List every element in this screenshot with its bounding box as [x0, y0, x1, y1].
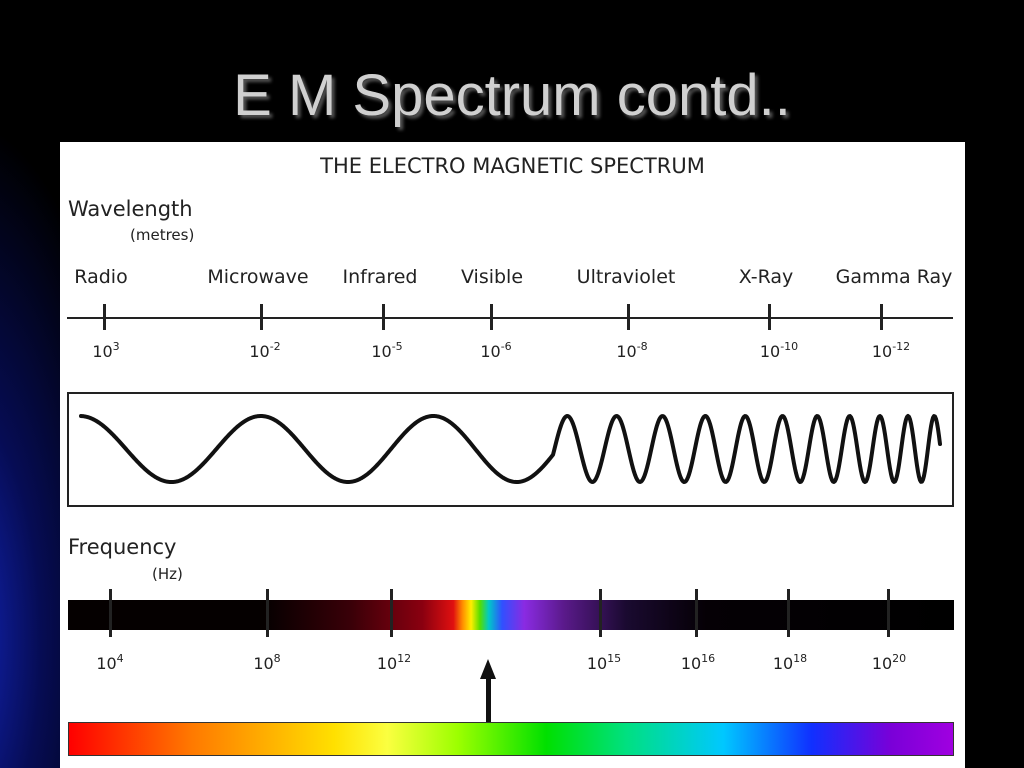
frequency-tick — [787, 589, 790, 637]
spectrum-diagram: THE ELECTRO MAGNETIC SPECTRUM Wavelength… — [60, 142, 965, 768]
wavelength-unit: (metres) — [130, 226, 195, 244]
wavelength-tick — [260, 304, 263, 330]
wavelength-tick — [880, 304, 883, 330]
frequency-tick — [599, 589, 602, 637]
slide-title: E M Spectrum contd.. — [233, 63, 791, 128]
wavelength-tick — [103, 304, 106, 330]
frequency-label: Frequency — [68, 535, 177, 559]
frequency-unit: (Hz) — [152, 565, 183, 583]
band-label-visible: Visible — [460, 266, 524, 288]
wavelength-label: Wavelength — [68, 197, 193, 221]
wave-illustration-box — [67, 392, 954, 507]
frequency-tick — [695, 589, 698, 637]
band-label-microwave: Microwave — [207, 266, 309, 288]
visible-light-color-bar — [68, 722, 954, 756]
diagram-title: THE ELECTRO MAGNETIC SPECTRUM — [320, 154, 705, 178]
band-label-gamma-ray: Gamma Ray — [835, 266, 953, 288]
wavelength-axis — [67, 317, 953, 319]
frequency-value-label: 108 — [253, 652, 281, 673]
frequency-value-label: 104 — [96, 652, 124, 673]
band-label-radio: Radio — [74, 266, 128, 288]
wavelength-value-label: 10-10 — [759, 340, 799, 361]
wavelength-tick — [627, 304, 630, 330]
wave-line — [79, 414, 942, 484]
frequency-value-label: 1016 — [680, 652, 716, 673]
wavelength-tick — [490, 304, 493, 330]
frequency-value-label: 1012 — [376, 652, 412, 673]
wavelength-tick — [768, 304, 771, 330]
wavelength-value-label: 103 — [92, 340, 120, 361]
wavelength-value-label: 10-8 — [616, 340, 648, 361]
frequency-tick — [390, 589, 393, 637]
frequency-value-label: 1015 — [586, 652, 622, 673]
wavelength-value-label: 10-12 — [871, 340, 911, 361]
band-label-xray: X-Ray — [738, 266, 794, 288]
frequency-value-label: 1018 — [772, 652, 808, 673]
wavelength-value-label: 10-6 — [480, 340, 512, 361]
frequency-tick — [266, 589, 269, 637]
up-arrow-shaft — [486, 677, 491, 723]
frequency-value-label: 1020 — [871, 652, 907, 673]
wave-illustration — [79, 414, 942, 484]
band-label-infrared: Infrared — [342, 266, 418, 288]
wavelength-value-label: 10-5 — [371, 340, 403, 361]
wavelength-value-label: 10-2 — [249, 340, 281, 361]
up-arrow-icon — [480, 659, 496, 679]
frequency-color-bar — [68, 600, 954, 630]
band-label-ultraviolet: Ultraviolet — [576, 266, 676, 288]
wavelength-tick — [382, 304, 385, 330]
frequency-tick — [887, 589, 890, 637]
frequency-tick — [109, 589, 112, 637]
